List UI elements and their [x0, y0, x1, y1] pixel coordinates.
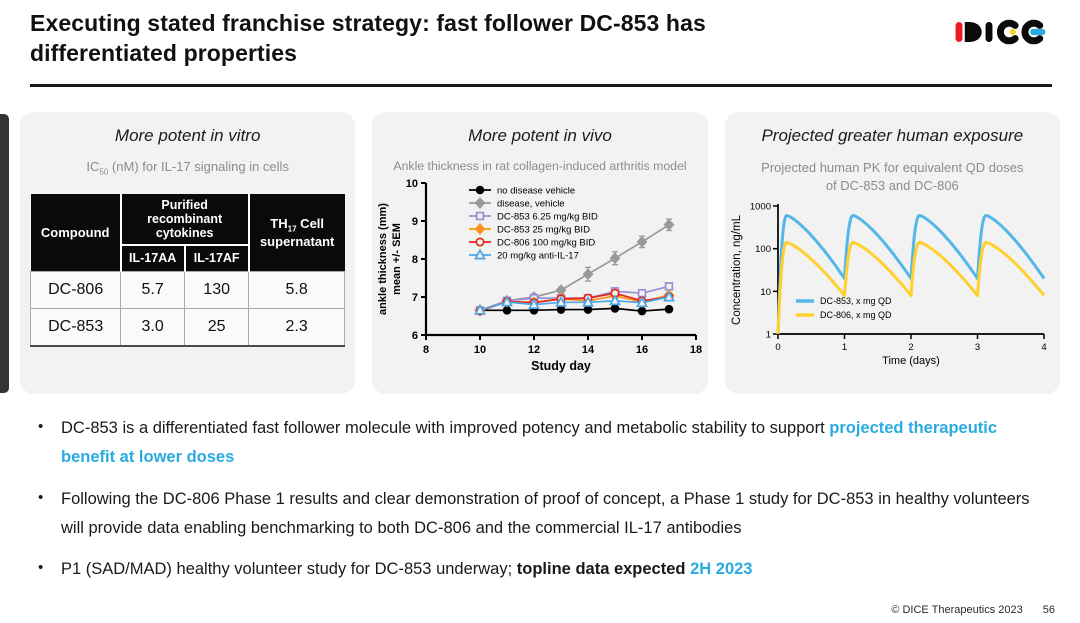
svg-text:Concentration, ng/mL: Concentration, ng/mL — [731, 215, 743, 326]
col-header-supernatant: TH17 Cell supernatant — [248, 193, 345, 272]
svg-text:DC-853 6.25 mg/kg BID: DC-853 6.25 mg/kg BID — [497, 212, 598, 223]
svg-text:2: 2 — [909, 342, 914, 353]
svg-text:1: 1 — [766, 330, 771, 341]
footer-copyright: © DICE Therapeutics 2023 — [891, 604, 1023, 616]
svg-text:9: 9 — [412, 216, 418, 228]
panel-row: More potent in vitro IC50 (nM) for IL-17… — [20, 112, 1060, 394]
svg-text:12: 12 — [528, 344, 540, 356]
svg-text:20 mg/kg anti-IL-17: 20 mg/kg anti-IL-17 — [497, 251, 579, 262]
svg-text:disease, vehicle: disease, vehicle — [497, 199, 565, 210]
col-header-il17aa: IL-17AA — [120, 244, 186, 272]
exposure-heading: Projected greater human exposure — [761, 126, 1024, 145]
svg-text:Study day: Study day — [531, 359, 591, 373]
vivo-chart: 8 10 12 14 16 18 6 7 8 9 10 Study day ankle thicknes… — [377, 178, 702, 373]
dice-logo — [955, 19, 1046, 45]
footer: © DICE Therapeutics 2023 56 — [891, 604, 1055, 616]
svg-text:14: 14 — [582, 344, 595, 356]
exposure-subtitle: Projected human PK for equivalent QD dos… — [761, 160, 1024, 193]
panel-vitro: More potent in vitro IC50 (nM) for IL-17… — [20, 112, 356, 394]
svg-text:10: 10 — [474, 344, 486, 356]
svg-text:0: 0 — [776, 342, 781, 353]
vivo-heading: More potent in vivo — [468, 126, 612, 145]
table-row: DC-853 3.0 25 2.3 — [30, 308, 346, 347]
svg-text:3: 3 — [975, 342, 980, 353]
svg-text:mean +/- SEM: mean +/- SEM — [391, 223, 403, 295]
svg-text:100: 100 — [755, 244, 771, 255]
svg-text:6: 6 — [412, 330, 418, 342]
table-subheader-row: IL-17AA IL-17AF — [31, 244, 345, 272]
cell-th17: 2.3 — [248, 308, 346, 347]
svg-text:7: 7 — [412, 292, 418, 304]
vitro-heading: More potent in vitro — [114, 126, 261, 145]
col-header-group: Purified recombinant cytokines — [120, 193, 250, 246]
svg-text:10: 10 — [406, 178, 418, 190]
page-number: 56 — [1042, 604, 1055, 616]
svg-text:ankle thickness (mm): ankle thickness (mm) — [377, 203, 389, 315]
cell-compound: DC-806 — [30, 271, 122, 310]
slide-title-line2: differentiated properties — [30, 40, 298, 67]
table-row: DC-806 5.7 130 5.8 — [30, 271, 346, 310]
svg-text:8: 8 — [423, 344, 429, 356]
svg-text:Time (days): Time (days) — [882, 355, 940, 367]
svg-text:10: 10 — [761, 287, 772, 298]
svg-text:DC-806, x mg QD: DC-806, x mg QD — [820, 310, 892, 320]
svg-text:DC-853 25 mg/kg BID: DC-853 25 mg/kg BID — [497, 225, 590, 236]
svg-text:16: 16 — [636, 344, 648, 356]
panel-vivo: More potent in vivo Ankle thickness in r… — [372, 112, 708, 394]
bullet-item: P1 (SAD/MAD) healthy volunteer study for… — [36, 555, 1041, 584]
col-header-compound: Compound — [30, 193, 122, 272]
svg-text:18: 18 — [690, 344, 702, 356]
vitro-subtitle: IC50 (nM) for IL-17 signaling in cells — [86, 159, 289, 177]
svg-text:DC-806 100 mg/kg BID: DC-806 100 mg/kg BID — [497, 238, 595, 249]
svg-text:1: 1 — [842, 342, 847, 353]
title-divider — [30, 84, 1052, 87]
table-header-row: Compound Purified recombinant cytokines … — [30, 193, 345, 272]
bullet-item: Following the DC-806 Phase 1 results and… — [36, 485, 1041, 544]
cell-compound: DC-853 — [30, 308, 122, 347]
vivo-subtitle: Ankle thickness in rat collagen-induced … — [393, 159, 687, 173]
ic50-table: Compound Purified recombinant cytokines … — [30, 193, 346, 347]
panel-exposure: Projected greater human exposure Project… — [724, 112, 1060, 394]
cell-th17: 5.8 — [248, 271, 346, 310]
slide-title: Executing stated franchise strategy: fas… — [30, 8, 910, 69]
slide-title-line1: Executing stated franchise strategy: fas… — [30, 10, 706, 36]
svg-text:4: 4 — [1042, 342, 1047, 353]
cell-il17af: 25 — [184, 308, 250, 347]
svg-text:1000: 1000 — [750, 202, 771, 213]
cell-il17aa: 3.0 — [120, 308, 186, 347]
col-header-il17af: IL-17AF — [184, 244, 250, 272]
left-edge-strip — [0, 114, 9, 393]
svg-text:no disease vehicle: no disease vehicle — [497, 186, 575, 197]
cell-il17af: 130 — [184, 271, 250, 310]
svg-text:DC-853, x mg QD: DC-853, x mg QD — [820, 296, 892, 306]
cell-il17aa: 5.7 — [120, 271, 186, 310]
bullet-item: DC-853 is a differentiated fast follower… — [36, 414, 1041, 473]
bullet-list: DC-853 is a differentiated fast follower… — [36, 414, 1041, 597]
svg-text:8: 8 — [412, 254, 418, 266]
